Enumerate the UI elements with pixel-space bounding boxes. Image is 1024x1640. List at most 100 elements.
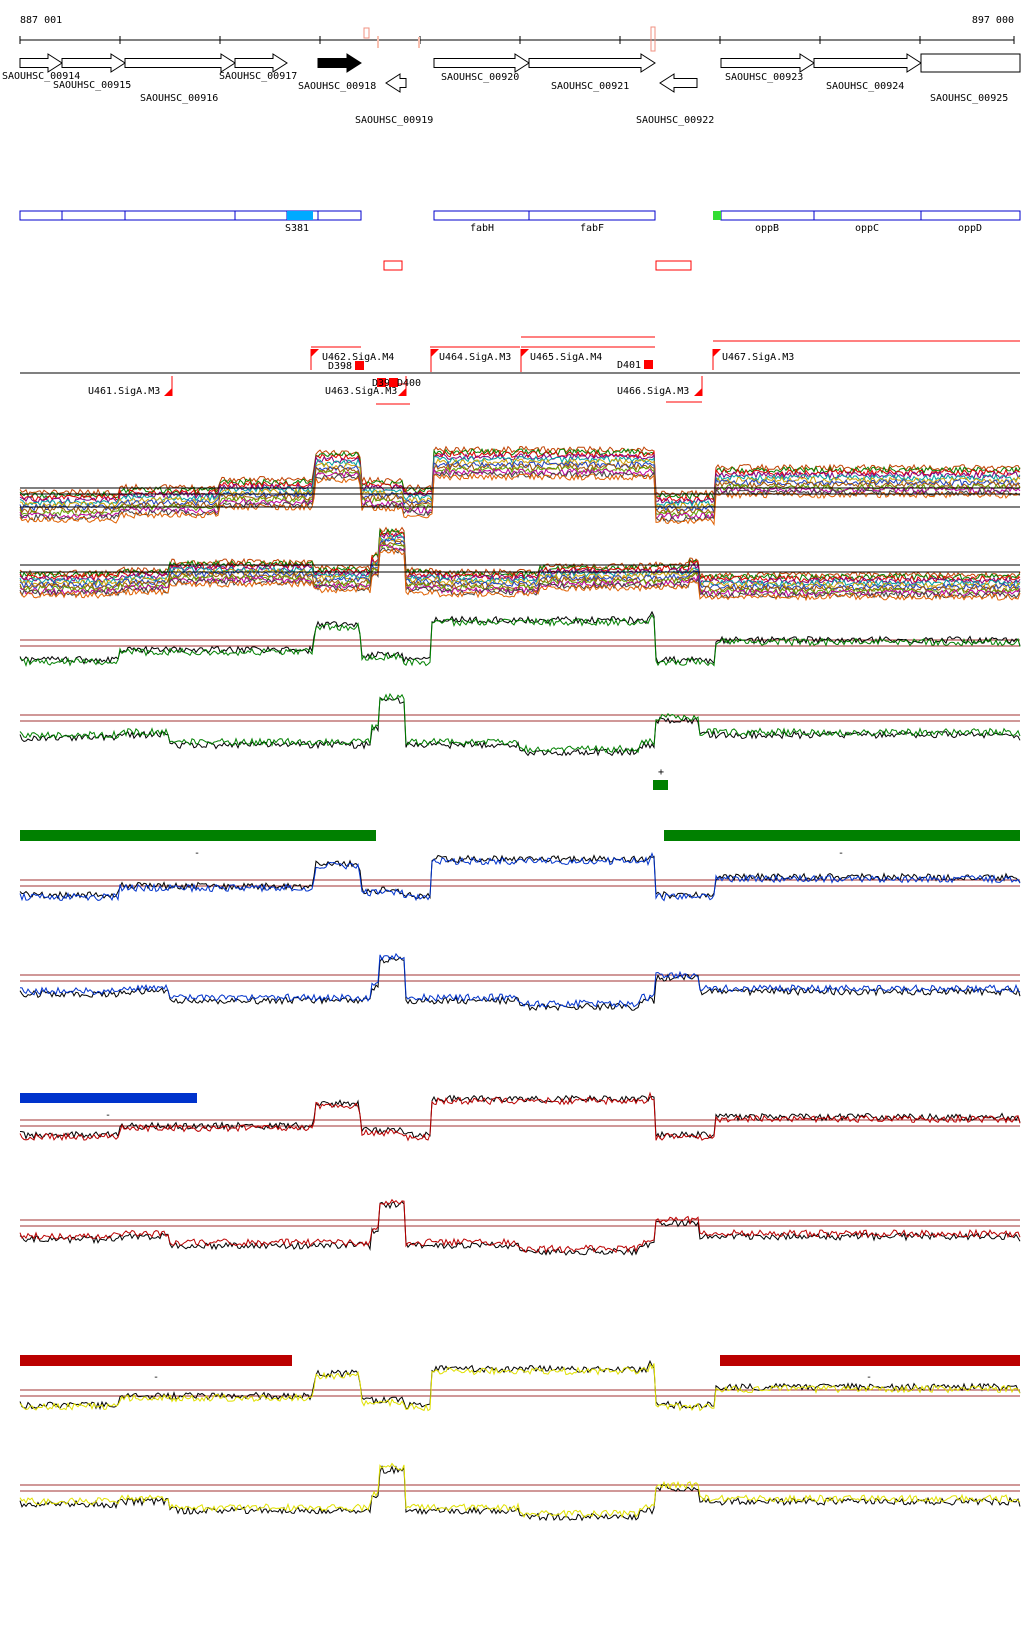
expression-profile [19,852,1021,902]
region-bar [664,830,1020,841]
strand-marker: - [194,848,200,859]
gene-label: SAOUHSC_00916 [140,93,218,104]
gene-arrow[interactable]: SAOUHSC_00925 [920,53,1021,104]
annotation-box [720,210,815,221]
coordinate-end: 897 000 [972,15,1014,26]
expression-profile [19,854,1021,900]
expression-profile [19,462,1021,515]
segment-marker[interactable]: U464.SigA.M3 [430,349,511,372]
annotation-highlight [713,211,721,220]
annotation-label: S381 [285,223,309,234]
gene-label: SAOUHSC_00922 [636,115,714,126]
gene-arrow[interactable]: SAOUHSC_00918 [298,53,376,92]
condition-panel [19,1359,1021,1522]
gene-arrow[interactable]: SAOUHSC_00924 [813,53,922,92]
gene-arrow[interactable]: SAOUHSC_00922 [636,73,714,126]
gene-label: SAOUHSC_00918 [298,81,376,92]
strand-marker: - [105,1110,111,1121]
gene-label: SAOUHSC_00921 [551,81,629,92]
annotation-box [528,210,656,221]
annotation-box [61,210,126,221]
annotation-label: oppD [958,223,982,234]
multi-sample-panel [19,445,1021,526]
annotation-highlight [287,211,313,220]
gene-label: SAOUHSC_00917 [219,71,297,82]
segment-label: U465.SigA.M4 [530,352,602,363]
expression-profile [19,450,1021,502]
region-bar [20,1093,197,1103]
gene-label: SAOUHSC_00923 [725,72,803,83]
segment-label: D401 [617,360,641,371]
region-bars: + - - - - - [20,767,1020,1383]
expression-profile [19,538,1021,591]
small-feature-box [655,260,692,271]
gene-arrow[interactable]: SAOUHSC_00916 [124,53,236,104]
condition-panel [19,1091,1021,1256]
gene-arrow[interactable]: SAOUHSC_00917 [219,53,297,82]
annotation-label: fabH [470,223,494,234]
segment-label: D398 [328,361,352,372]
expression-profile [19,1359,1021,1411]
gene-label: SAOUHSC_00920 [441,72,519,83]
expression-profile [19,465,1021,520]
expression-profile [19,460,1021,513]
expression-profile [19,1465,1021,1522]
segment-marker[interactable]: U467.SigA.M3 [712,349,794,370]
annotation-track: S381 fabH fabF oppB oppC oppD [19,210,1021,234]
expression-profile [19,472,1021,526]
expression-profile [19,1201,1021,1256]
expression-profile [19,692,1021,754]
gene-arrow[interactable]: SAOUHSC_00921 [528,53,656,92]
expression-tracks: + - - - - - [19,445,1021,1522]
multi-sample-panel [19,526,1021,602]
segment-marker[interactable]: U463.SigA.M3 [325,376,407,397]
expression-profile [19,544,1021,598]
segment-marker[interactable]: D400 [389,378,421,389]
expression-profile [19,532,1021,585]
region-bar [20,1355,292,1366]
segment-label: U462.SigA.M4 [322,352,394,363]
annotation-box [813,210,922,221]
segment-label: D399 [372,378,396,389]
strand-marker: - [153,1372,159,1383]
gene-arrow[interactable]: SAOUHSC_00914 [2,53,80,82]
gene-arrow[interactable]: SAOUHSC_00919 [355,73,433,126]
segment-marker[interactable]: D398 [328,361,364,372]
segment-marker[interactable]: D399 [372,378,396,389]
small-feature-track [383,260,692,271]
segment-label: U464.SigA.M3 [439,352,511,363]
gene-track: SAOUHSC_00914SAOUHSC_00915SAOUHSC_00916S… [2,53,1021,126]
annotation-box [920,210,1021,221]
annotation-box [124,210,236,221]
gene-label: SAOUHSC_00915 [53,80,131,91]
segment-marker[interactable]: U465.SigA.M4 [520,349,602,372]
segment-marker[interactable]: U462.SigA.M4 [310,349,394,370]
condition-panel [19,610,1021,757]
segment-marker[interactable]: D401 [617,360,653,371]
expression-profile [19,467,1021,521]
annotation-box [433,210,530,221]
segment-label: U461.SigA.M3 [88,386,160,397]
segment-marker[interactable]: U466.SigA.M3 [617,376,703,397]
expression-profile [19,455,1021,508]
expression-profile [19,1094,1021,1140]
expression-profile [19,1198,1021,1254]
segment-marker[interactable]: U461.SigA.M3 [88,376,173,397]
expression-profile [19,547,1021,602]
region-bar [20,830,376,841]
annotation-box [234,210,288,221]
gene-arrow[interactable]: SAOUHSC_00923 [720,53,815,83]
annotation-box [19,210,63,221]
small-feature-box [383,260,403,271]
expression-profile [19,613,1021,667]
gene-label: SAOUHSC_00914 [2,71,80,82]
gene-arrow[interactable]: SAOUHSC_00920 [433,53,530,83]
annotation-box [317,210,362,221]
expression-profile [19,534,1021,588]
expression-profile [19,526,1021,580]
strand-marker: - [838,848,844,859]
expression-profile [19,1091,1021,1142]
gene-arrow[interactable]: SAOUHSC_00915 [53,53,131,91]
